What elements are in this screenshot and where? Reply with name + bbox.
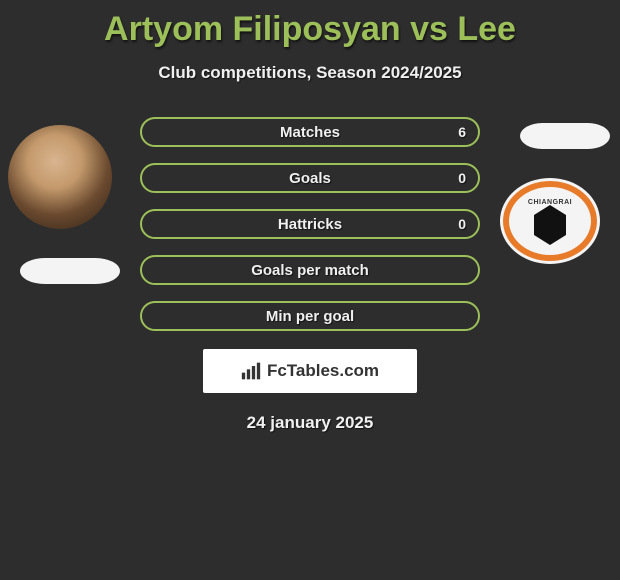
club-badge-inner: CHIANGRAI — [503, 181, 597, 261]
stat-row-goals: Goals 0 — [140, 163, 480, 193]
player-right-club-badge: CHIANGRAI — [500, 178, 600, 264]
stat-label: Goals — [142, 170, 478, 187]
stat-right-value: 0 — [458, 216, 466, 232]
stat-right-value: 6 — [458, 124, 466, 140]
stat-label: Goals per match — [142, 262, 478, 279]
player-left-flag — [20, 258, 120, 284]
brand-label: FcTables.com — [267, 361, 379, 381]
stat-row-matches: Matches 6 — [140, 117, 480, 147]
page-subtitle: Club competitions, Season 2024/2025 — [0, 63, 620, 83]
bar-chart-icon — [241, 362, 261, 380]
page-title: Artyom Filiposyan vs Lee — [0, 0, 620, 49]
snapshot-date: 24 january 2025 — [0, 413, 620, 433]
brand-badge: FcTables.com — [203, 349, 417, 393]
stat-right-value: 0 — [458, 170, 466, 186]
stat-label: Matches — [142, 124, 478, 141]
player-left-avatar — [8, 125, 112, 229]
club-badge-label: CHIANGRAI — [528, 199, 572, 206]
stat-label: Hattricks — [142, 216, 478, 233]
stat-row-min-per-goal: Min per goal — [140, 301, 480, 331]
player-right-avatar — [520, 123, 610, 149]
stat-row-hattricks: Hattricks 0 — [140, 209, 480, 239]
stats-list: Matches 6 Goals 0 Hattricks 0 Goals per … — [140, 117, 480, 331]
club-badge-icon — [530, 205, 570, 245]
stat-label: Min per goal — [142, 308, 478, 325]
comparison-card: Artyom Filiposyan vs Lee Club competitio… — [0, 0, 620, 580]
stat-row-goals-per-match: Goals per match — [140, 255, 480, 285]
